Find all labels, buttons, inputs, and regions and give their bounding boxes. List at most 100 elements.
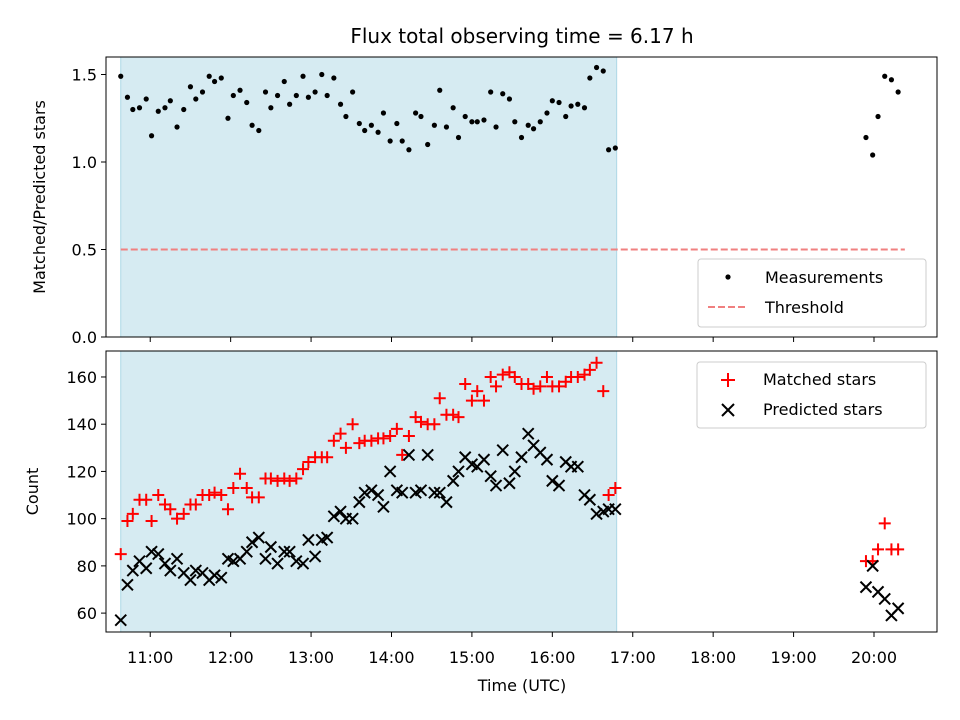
measurement-point: [155, 108, 161, 114]
measurement-point: [324, 92, 330, 99]
measurement-point: [418, 113, 424, 120]
measurement-point: [343, 113, 349, 120]
legend-marker-measurements: [725, 274, 731, 280]
predicted-star-point: [421, 448, 434, 462]
matched-star-point: [527, 382, 540, 395]
matched-star-point: [145, 515, 158, 528]
matched-star-point: [321, 451, 334, 464]
matched-star-point: [234, 467, 247, 480]
measurement-point: [225, 115, 231, 121]
measurement-point: [356, 120, 362, 127]
matched-star-point: [414, 415, 427, 428]
predicted-star-point: [121, 578, 134, 591]
predicted-star-point: [245, 536, 259, 549]
predicted-star-point: [140, 562, 153, 575]
measurement-point: [206, 73, 212, 79]
predicted-stars-points: [114, 427, 905, 627]
predicted-star-point: [227, 554, 240, 568]
top-y-tick-label: 1.0: [72, 153, 97, 172]
bottom-axes-frame: [105, 350, 938, 633]
matched-star-point: [609, 481, 622, 494]
matched-star-point: [189, 498, 202, 511]
x-tick-label: 15:00: [449, 648, 495, 667]
predicted-star-point: [489, 479, 503, 492]
measurement-point: [281, 78, 287, 85]
measurement-point: [148, 133, 155, 139]
bottom-y-tick-label: 160: [66, 368, 97, 387]
measurement-point: [518, 134, 525, 141]
measurement-point: [293, 92, 299, 99]
predicted-star-point: [189, 564, 203, 577]
measurement-point: [525, 122, 531, 128]
predicted-star-point: [170, 552, 184, 566]
legend-label-measurements: Measurements: [765, 268, 883, 287]
measurement-point: [337, 101, 344, 107]
predicted-star-point: [278, 545, 291, 558]
top-y-tick-label: 1.5: [72, 66, 97, 85]
predicted-star-point: [540, 453, 554, 466]
matched-star-point: [447, 408, 460, 421]
predicted-star-point: [296, 557, 310, 570]
predicted-star-point: [477, 453, 491, 466]
predicted-star-point: [327, 510, 341, 523]
measurement-point: [606, 147, 612, 153]
measurement-point: [888, 77, 895, 83]
observing-window-shade-top: [120, 56, 618, 338]
count-panel: 60 80 100 120 140 160 11:00 12:00 13:00 14:00 15:0…: [23, 350, 938, 695]
predicted-star-point: [114, 613, 127, 627]
measurement-point: [174, 124, 180, 130]
measurement-point: [230, 92, 236, 99]
predicted-star-point: [859, 580, 873, 594]
matched-star-point: [283, 474, 296, 487]
legend-marker-predicted: [721, 403, 735, 417]
measurement-point: [600, 68, 606, 74]
predicted-star-point: [452, 465, 465, 478]
measurement-point: [431, 122, 437, 128]
matched-star-point: [402, 430, 415, 443]
predicted-star-point: [334, 505, 347, 518]
matched-star-point: [872, 543, 885, 556]
predicted-star-point: [158, 557, 172, 570]
predicted-star-point: [308, 550, 322, 563]
x-axis-label: Time (UTC): [477, 676, 566, 695]
predicted-star-point: [428, 486, 441, 499]
predicted-star-point: [496, 443, 509, 457]
matched-star-point: [327, 434, 340, 447]
measurement-point: [537, 119, 543, 125]
measurement-point: [568, 103, 574, 109]
matched-star-point: [215, 489, 228, 502]
measurement-point: [193, 96, 199, 102]
predicted-star-point: [365, 484, 378, 497]
measurement-point: [500, 91, 506, 97]
predicted-star-point: [271, 557, 284, 570]
measurement-point: [274, 92, 281, 99]
ratio-panel: 0.0 0.5 1.0 1.5 Matched/Predicted stars Mea…: [30, 56, 938, 347]
predicted-star-point: [515, 451, 528, 464]
measurement-point: [895, 89, 901, 95]
measurement-point: [362, 127, 368, 134]
measurement-point: [549, 98, 555, 104]
matched-star-point: [377, 432, 390, 445]
matched-star-point: [396, 448, 409, 461]
matched-star-point: [571, 370, 584, 383]
top-axes-frame: [105, 56, 938, 338]
matched-star-point: [602, 489, 615, 502]
matched-star-point: [553, 380, 566, 393]
matched-star-point: [339, 441, 352, 454]
predicted-star-point: [414, 484, 428, 497]
top-y-tick-label: 0.0: [72, 328, 97, 347]
matched-star-point: [484, 370, 497, 383]
predicted-star-point: [208, 569, 221, 582]
measurement-point: [211, 78, 218, 85]
matched-star-point: [540, 370, 553, 383]
measurement-point: [437, 87, 443, 93]
legend-marker-matched: [721, 373, 735, 387]
predicted-star-point: [290, 554, 303, 568]
matched-star-point: [221, 503, 234, 516]
predicted-star-point: [259, 552, 272, 566]
matched-star-point: [140, 493, 153, 506]
predicted-star-point: [264, 540, 278, 554]
measurement-point: [530, 126, 537, 132]
predicted-star-point: [164, 564, 177, 577]
